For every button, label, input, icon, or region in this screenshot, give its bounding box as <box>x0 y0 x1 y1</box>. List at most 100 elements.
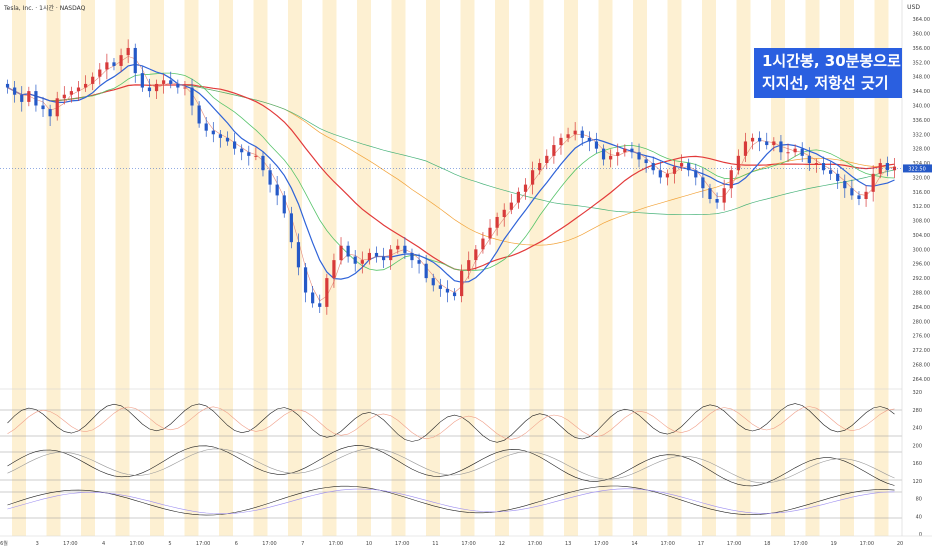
candle-body <box>878 163 882 174</box>
session-band <box>219 0 233 536</box>
candle-body <box>162 80 166 84</box>
price-tick-label: 364.00 <box>913 17 931 23</box>
osc-line <box>7 485 895 516</box>
osc-signal-line <box>7 488 895 514</box>
candle-body <box>225 137 230 142</box>
session-band <box>426 0 440 536</box>
time-tick-label: 20 <box>897 541 903 547</box>
candle-body <box>559 137 563 146</box>
candle-body <box>793 148 797 153</box>
candle-body <box>176 83 180 88</box>
price-tick-label: 320.00 <box>913 175 931 181</box>
time-tick-label: 19 <box>830 541 836 547</box>
candle-body <box>445 288 450 293</box>
osc-tick-label: 120 <box>912 479 922 485</box>
candle-body <box>296 242 301 268</box>
candle-body <box>389 249 393 261</box>
annotation-line-2: 지지선, 저항선 긋기 <box>762 74 889 92</box>
price-tick-label: 356.00 <box>913 46 931 52</box>
price-tick-label: 344.00 <box>913 89 931 95</box>
candle-body <box>502 209 506 217</box>
candle-body <box>481 238 485 250</box>
time-tick-label: 17:00 <box>461 541 475 547</box>
last-price-tag <box>903 164 932 173</box>
osc-tick-label: 160 <box>912 461 922 467</box>
osc-tick-label: 0 <box>919 532 922 538</box>
candle-body <box>396 245 400 250</box>
time-tick-label: 17:00 <box>63 541 77 547</box>
price-tick-label: 352.00 <box>913 60 931 66</box>
candle-body <box>325 278 329 307</box>
candle-body <box>76 87 81 92</box>
candle-body <box>147 87 152 92</box>
candle-body <box>98 69 102 77</box>
price-tick-label: 340.00 <box>913 104 931 110</box>
time-tick-label: 17 <box>698 541 704 547</box>
candle-body <box>651 163 655 171</box>
candle-body <box>247 152 251 156</box>
session-band <box>564 0 578 536</box>
candle-body <box>20 94 24 102</box>
candle-body <box>601 148 606 160</box>
session-band <box>874 0 889 536</box>
time-tick-label: 17:00 <box>395 541 409 547</box>
candle-body <box>708 188 712 199</box>
candle-body <box>183 87 187 89</box>
price-tick-label: 268.00 <box>913 362 931 368</box>
candle-body <box>169 80 173 84</box>
price-tick-label: 332.00 <box>913 132 931 138</box>
session-band <box>771 0 785 536</box>
candle-body <box>800 148 804 156</box>
session-band <box>391 0 406 536</box>
candle-body <box>843 181 847 189</box>
session-band <box>253 0 268 536</box>
candle-body <box>339 245 343 261</box>
candle-body <box>758 137 762 142</box>
price-tick-label: 296.00 <box>913 262 931 268</box>
session-band <box>12 0 26 536</box>
ma-teal-line <box>7 84 895 216</box>
candle-body <box>140 73 144 88</box>
candle-body <box>83 83 88 88</box>
candle-body <box>126 47 130 56</box>
session-band <box>357 0 371 536</box>
candle-body <box>864 191 868 199</box>
session-band <box>184 0 199 536</box>
price-tick-label: 304.00 <box>913 233 931 239</box>
price-tick-label: 280.00 <box>913 319 931 325</box>
candle-body <box>722 188 726 203</box>
candle-body <box>516 191 521 203</box>
candle-body <box>658 170 662 178</box>
candle-body <box>48 109 52 117</box>
candle-body <box>431 278 435 286</box>
time-tick-label: 6 <box>235 541 238 547</box>
candle-body <box>13 87 17 95</box>
candle-body <box>460 270 464 297</box>
candle-body <box>644 159 648 164</box>
candle-body <box>523 184 528 192</box>
candle-body <box>488 227 492 239</box>
candle-body <box>729 170 733 189</box>
candle-body <box>332 260 336 279</box>
symbol-title: Tesla, Inc. · 1시간 · NASDAQ <box>4 5 86 12</box>
osc-signal-line <box>7 448 895 484</box>
candle-body <box>850 188 854 196</box>
candle-body <box>701 177 705 189</box>
session-band <box>46 0 61 536</box>
time-tick-label: 17:00 <box>196 541 210 547</box>
osc-tick-label: 280 <box>912 408 922 414</box>
candle-body <box>218 134 223 138</box>
candle-body <box>679 163 684 167</box>
candle-body <box>232 141 237 149</box>
candle-body <box>637 152 641 160</box>
osc-signal-line <box>7 406 895 440</box>
candle-body <box>275 184 279 196</box>
ma-green-line <box>7 72 895 271</box>
candle-body <box>374 252 379 257</box>
session-band <box>598 0 613 536</box>
price-tick-label: 308.00 <box>913 219 931 225</box>
price-tick-label: 316.00 <box>913 190 931 196</box>
candle-body <box>211 130 215 135</box>
